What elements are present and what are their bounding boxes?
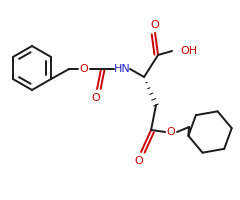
Text: OH: OH	[180, 46, 197, 56]
Text: O: O	[167, 127, 175, 137]
Text: O: O	[80, 64, 88, 74]
Text: O: O	[135, 156, 144, 166]
Text: HN: HN	[114, 64, 130, 74]
Text: O: O	[151, 20, 159, 30]
Text: O: O	[92, 93, 100, 103]
